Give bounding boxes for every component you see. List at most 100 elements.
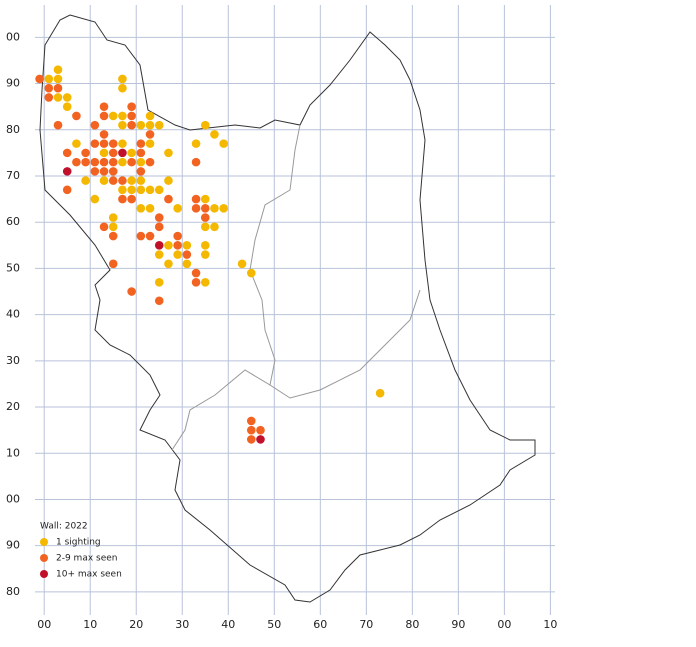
dot: [210, 204, 219, 213]
dot: [127, 102, 136, 111]
dot: [246, 435, 256, 444]
dot: [118, 176, 127, 185]
dot: [127, 287, 136, 296]
dot: [164, 241, 173, 250]
dot: [136, 148, 146, 158]
dot: [99, 176, 109, 185]
dot: [108, 111, 118, 121]
dot: [200, 250, 210, 259]
dot: [200, 120, 210, 130]
dot: [35, 74, 44, 84]
y-tick-label: 70: [6, 169, 20, 182]
dot: [108, 167, 118, 176]
dot: [90, 157, 100, 167]
dot: [173, 231, 182, 241]
dot: [81, 157, 90, 167]
dot: [210, 130, 219, 139]
y-tick-label: 10: [6, 446, 20, 459]
y-tick-label: 20: [6, 400, 20, 413]
x-tick-label: 00: [497, 618, 511, 631]
legend-swatch: [40, 570, 48, 578]
dot: [108, 259, 118, 269]
dot: [62, 93, 72, 102]
dot: [154, 241, 164, 250]
dot: [210, 222, 219, 232]
dot: [127, 157, 136, 167]
dot: [108, 157, 118, 167]
dot: [118, 74, 127, 84]
dot: [191, 268, 201, 278]
dot: [164, 176, 173, 185]
dot: [99, 130, 109, 139]
x-tick-label: 10: [543, 618, 557, 631]
dot: [191, 194, 201, 204]
dot: [53, 74, 63, 84]
y-tick-label: 80: [6, 585, 20, 598]
dot: [154, 222, 164, 232]
dot: [118, 83, 127, 93]
x-tick-label: 30: [175, 618, 189, 631]
y-tick-label: 00: [6, 492, 20, 505]
dot: [145, 120, 155, 130]
dot: [99, 222, 109, 232]
dot: [200, 213, 210, 222]
dot: [118, 194, 127, 204]
district-boundary: [171, 124, 421, 451]
dot: [62, 185, 72, 195]
legend-label: 1 sighting: [56, 538, 101, 548]
dot: [145, 111, 155, 121]
dot: [164, 194, 173, 204]
y-tick-label: 50: [6, 261, 20, 274]
dot: [118, 120, 127, 130]
dot: [191, 157, 201, 167]
dot: [182, 250, 192, 259]
dot: [200, 194, 210, 204]
dot: [72, 139, 81, 148]
dot: [108, 213, 118, 222]
dot: [246, 425, 256, 435]
dot: [173, 250, 182, 259]
dot: [256, 425, 265, 435]
y-tick-label: 00: [6, 30, 20, 43]
dot: [62, 148, 72, 158]
y-tick-label: 90: [6, 77, 20, 90]
dot: [127, 176, 136, 185]
dot: [127, 194, 136, 204]
dot: [145, 130, 155, 139]
county-outline: [39, 14, 536, 603]
dot: [154, 120, 164, 130]
dot: [200, 204, 210, 213]
y-tick-label: 30: [6, 354, 20, 367]
dot: [127, 111, 136, 121]
grid: 00 10 20 30 40 50 60 70 80 90 00 10 80 90 00 10 20 30 40 50…: [6, 5, 557, 631]
dot: [164, 259, 173, 269]
dot: [62, 167, 72, 176]
dot: [182, 259, 192, 269]
legend-swatch: [40, 538, 48, 546]
dot: [246, 416, 256, 426]
y-tick-label: 80: [6, 123, 20, 136]
y-tick-label: 40: [6, 308, 20, 321]
dot: [108, 139, 118, 148]
dots: [35, 65, 385, 444]
dot: [108, 222, 118, 232]
dot: [145, 204, 155, 213]
dot: [118, 139, 127, 148]
dot: [136, 185, 146, 195]
dot: [118, 148, 127, 158]
dot: [62, 102, 72, 111]
x-tick-label: 90: [451, 618, 465, 631]
x-tick-label: 20: [129, 618, 143, 631]
dot: [99, 111, 109, 121]
dot: [118, 111, 127, 121]
dot: [99, 167, 109, 176]
y-tick-label: 60: [6, 215, 20, 228]
dot: [173, 241, 182, 250]
dot: [375, 388, 385, 398]
dot: [191, 139, 201, 148]
legend-label: 2-9 max seen: [56, 554, 118, 564]
dot: [136, 167, 146, 176]
dot: [118, 157, 127, 167]
dot: [219, 139, 228, 148]
